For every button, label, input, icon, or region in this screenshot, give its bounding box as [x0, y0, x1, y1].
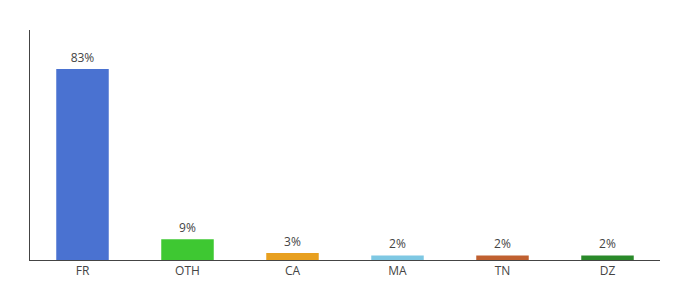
svg-text:9%: 9%: [179, 219, 196, 236]
svg-text:83%: 83%: [71, 49, 95, 66]
svg-text:2%: 2%: [389, 235, 406, 252]
svg-text:CA: CA: [285, 262, 301, 279]
svg-text:OTH: OTH: [175, 262, 200, 279]
svg-text:2%: 2%: [599, 235, 616, 252]
svg-text:DZ: DZ: [600, 262, 616, 279]
svg-text:TN: TN: [495, 262, 511, 279]
svg-text:3%: 3%: [284, 233, 301, 250]
svg-text:MA: MA: [388, 262, 407, 279]
svg-text:2%: 2%: [494, 235, 511, 252]
svg-text:FR: FR: [76, 262, 90, 279]
